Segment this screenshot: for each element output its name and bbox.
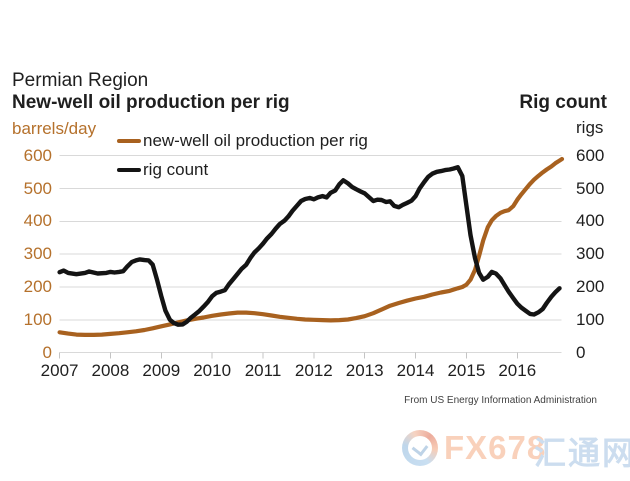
- series-line-new-well-oil-production-per-rig: [57, 156, 565, 337]
- x-tick-2016: 2016: [498, 361, 537, 380]
- y-left-tick-500: 500: [23, 178, 52, 198]
- legend: new-well oil production per rig rig count: [117, 131, 368, 189]
- x-tick-2011: 2011: [244, 361, 282, 380]
- y-right-tick-600: 600: [576, 145, 605, 165]
- fx678-logo-icon: [402, 430, 438, 466]
- right-axis-unit: rigs: [576, 118, 604, 137]
- legend-item-0: new-well oil production per rig: [117, 131, 368, 151]
- y-left-tick-0: 0: [42, 342, 52, 362]
- x-tick-2015: 2015: [447, 361, 486, 380]
- y-right-tick-500: 500: [576, 178, 605, 198]
- x-tick-2007: 2007: [40, 361, 79, 380]
- y-right-tick-0: 0: [576, 342, 586, 362]
- left-axis-unit: barrels/day: [12, 119, 97, 138]
- legend-label: rig count: [143, 160, 209, 179]
- watermark: FX678 汇通网: [398, 424, 630, 476]
- chart-title-metric: New-well oil production per rig: [12, 92, 290, 113]
- watermark-fx678-text: FX678: [444, 429, 547, 466]
- x-tick-2012: 2012: [294, 361, 333, 380]
- y-left-tick-100: 100: [23, 309, 52, 329]
- y-left-tick-600: 600: [23, 145, 52, 165]
- x-tick-2008: 2008: [91, 361, 130, 380]
- y-left-tick-200: 200: [23, 276, 52, 296]
- y-right-tick-300: 300: [576, 244, 605, 264]
- y-left-tick-300: 300: [23, 244, 52, 264]
- x-tick-2009: 2009: [142, 361, 181, 380]
- y-left-tick-400: 400: [23, 211, 52, 231]
- chart-title-region: Permian Region: [12, 70, 149, 91]
- series-line-rig-count: [57, 164, 562, 327]
- y-right-tick-400: 400: [576, 211, 605, 231]
- legend-label: new-well oil production per rig: [143, 131, 368, 150]
- y-right-tick-200: 200: [576, 276, 605, 296]
- x-tick-2010: 2010: [193, 361, 232, 380]
- watermark-cn-text: 汇通网: [534, 435, 630, 471]
- source-attribution: From US Energy Information Administratio…: [404, 395, 597, 406]
- legend-dash-icon: [117, 139, 141, 143]
- x-tick-2014: 2014: [396, 361, 435, 380]
- legend-item-1: rig count: [117, 160, 368, 180]
- y-right-tick-100: 100: [576, 309, 605, 329]
- legend-dash-icon: [117, 168, 141, 172]
- right-axis-title: Rig count: [519, 92, 607, 113]
- x-tick-2013: 2013: [345, 361, 384, 380]
